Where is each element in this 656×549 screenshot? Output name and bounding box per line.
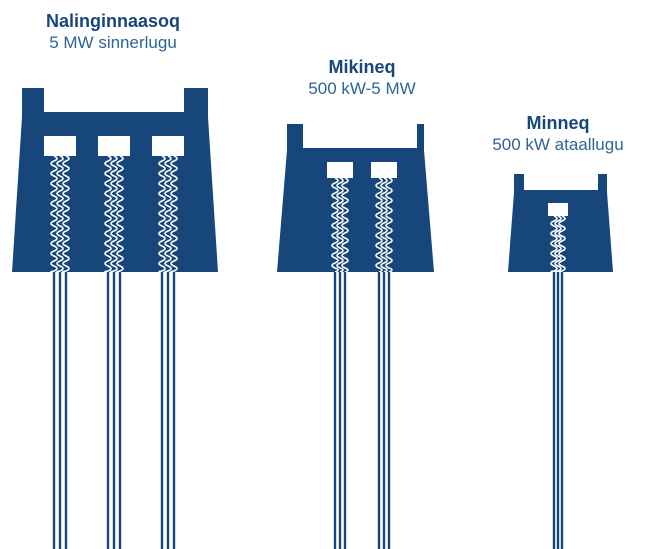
station-label-large: Nalinginnaasoq 5 MW sinnerlugu xyxy=(0,10,226,54)
turbine-unit xyxy=(548,203,568,549)
station-medium xyxy=(277,124,434,549)
water-wave-line xyxy=(341,177,349,273)
water-wave-line xyxy=(110,155,118,273)
water-wave-line xyxy=(62,155,70,273)
turbine-unit xyxy=(44,136,76,549)
station-label-small: Minneq 500 kW ataallugu xyxy=(460,112,656,156)
water-wave-line xyxy=(158,155,166,273)
turbine-unit xyxy=(327,162,353,549)
station-label-medium: Mikineq 500 kW-5 MW xyxy=(253,56,471,100)
water-wave-line xyxy=(104,155,112,273)
station-small xyxy=(508,174,613,549)
water-wave-line xyxy=(164,155,172,273)
station-title-small: Minneq xyxy=(526,113,590,133)
water-wave-line xyxy=(336,177,344,273)
water-wave-line xyxy=(554,215,562,273)
generator-box xyxy=(98,136,130,156)
turbine-unit xyxy=(152,136,184,549)
generator-box xyxy=(548,203,568,216)
water-wave-line xyxy=(558,215,566,273)
station-large xyxy=(12,88,218,549)
water-wave-line xyxy=(170,155,178,273)
turbine-unit xyxy=(371,162,397,549)
water-wave-line xyxy=(375,177,383,273)
station-capacity-small: 500 kW ataallugu xyxy=(492,135,624,154)
water-wave-line xyxy=(331,177,339,273)
generator-box xyxy=(371,162,397,178)
water-wave-line xyxy=(385,177,393,273)
station-building xyxy=(508,174,613,272)
water-wave-line xyxy=(50,155,58,273)
generator-box xyxy=(152,136,184,156)
turbine-unit xyxy=(98,136,130,549)
station-title-large: Nalinginnaasoq xyxy=(45,11,180,31)
water-wave-line xyxy=(380,177,388,273)
water-wave-line xyxy=(116,155,124,273)
generator-box xyxy=(327,162,353,178)
station-capacity-medium: 500 kW-5 MW xyxy=(308,79,416,98)
station-title-medium: Mikineq xyxy=(328,57,396,77)
water-wave-line xyxy=(550,215,558,273)
station-capacity-large: 5 MW sinnerlugu xyxy=(49,33,177,52)
station-building xyxy=(277,124,434,272)
generator-box xyxy=(44,136,76,156)
water-wave-line xyxy=(56,155,64,273)
